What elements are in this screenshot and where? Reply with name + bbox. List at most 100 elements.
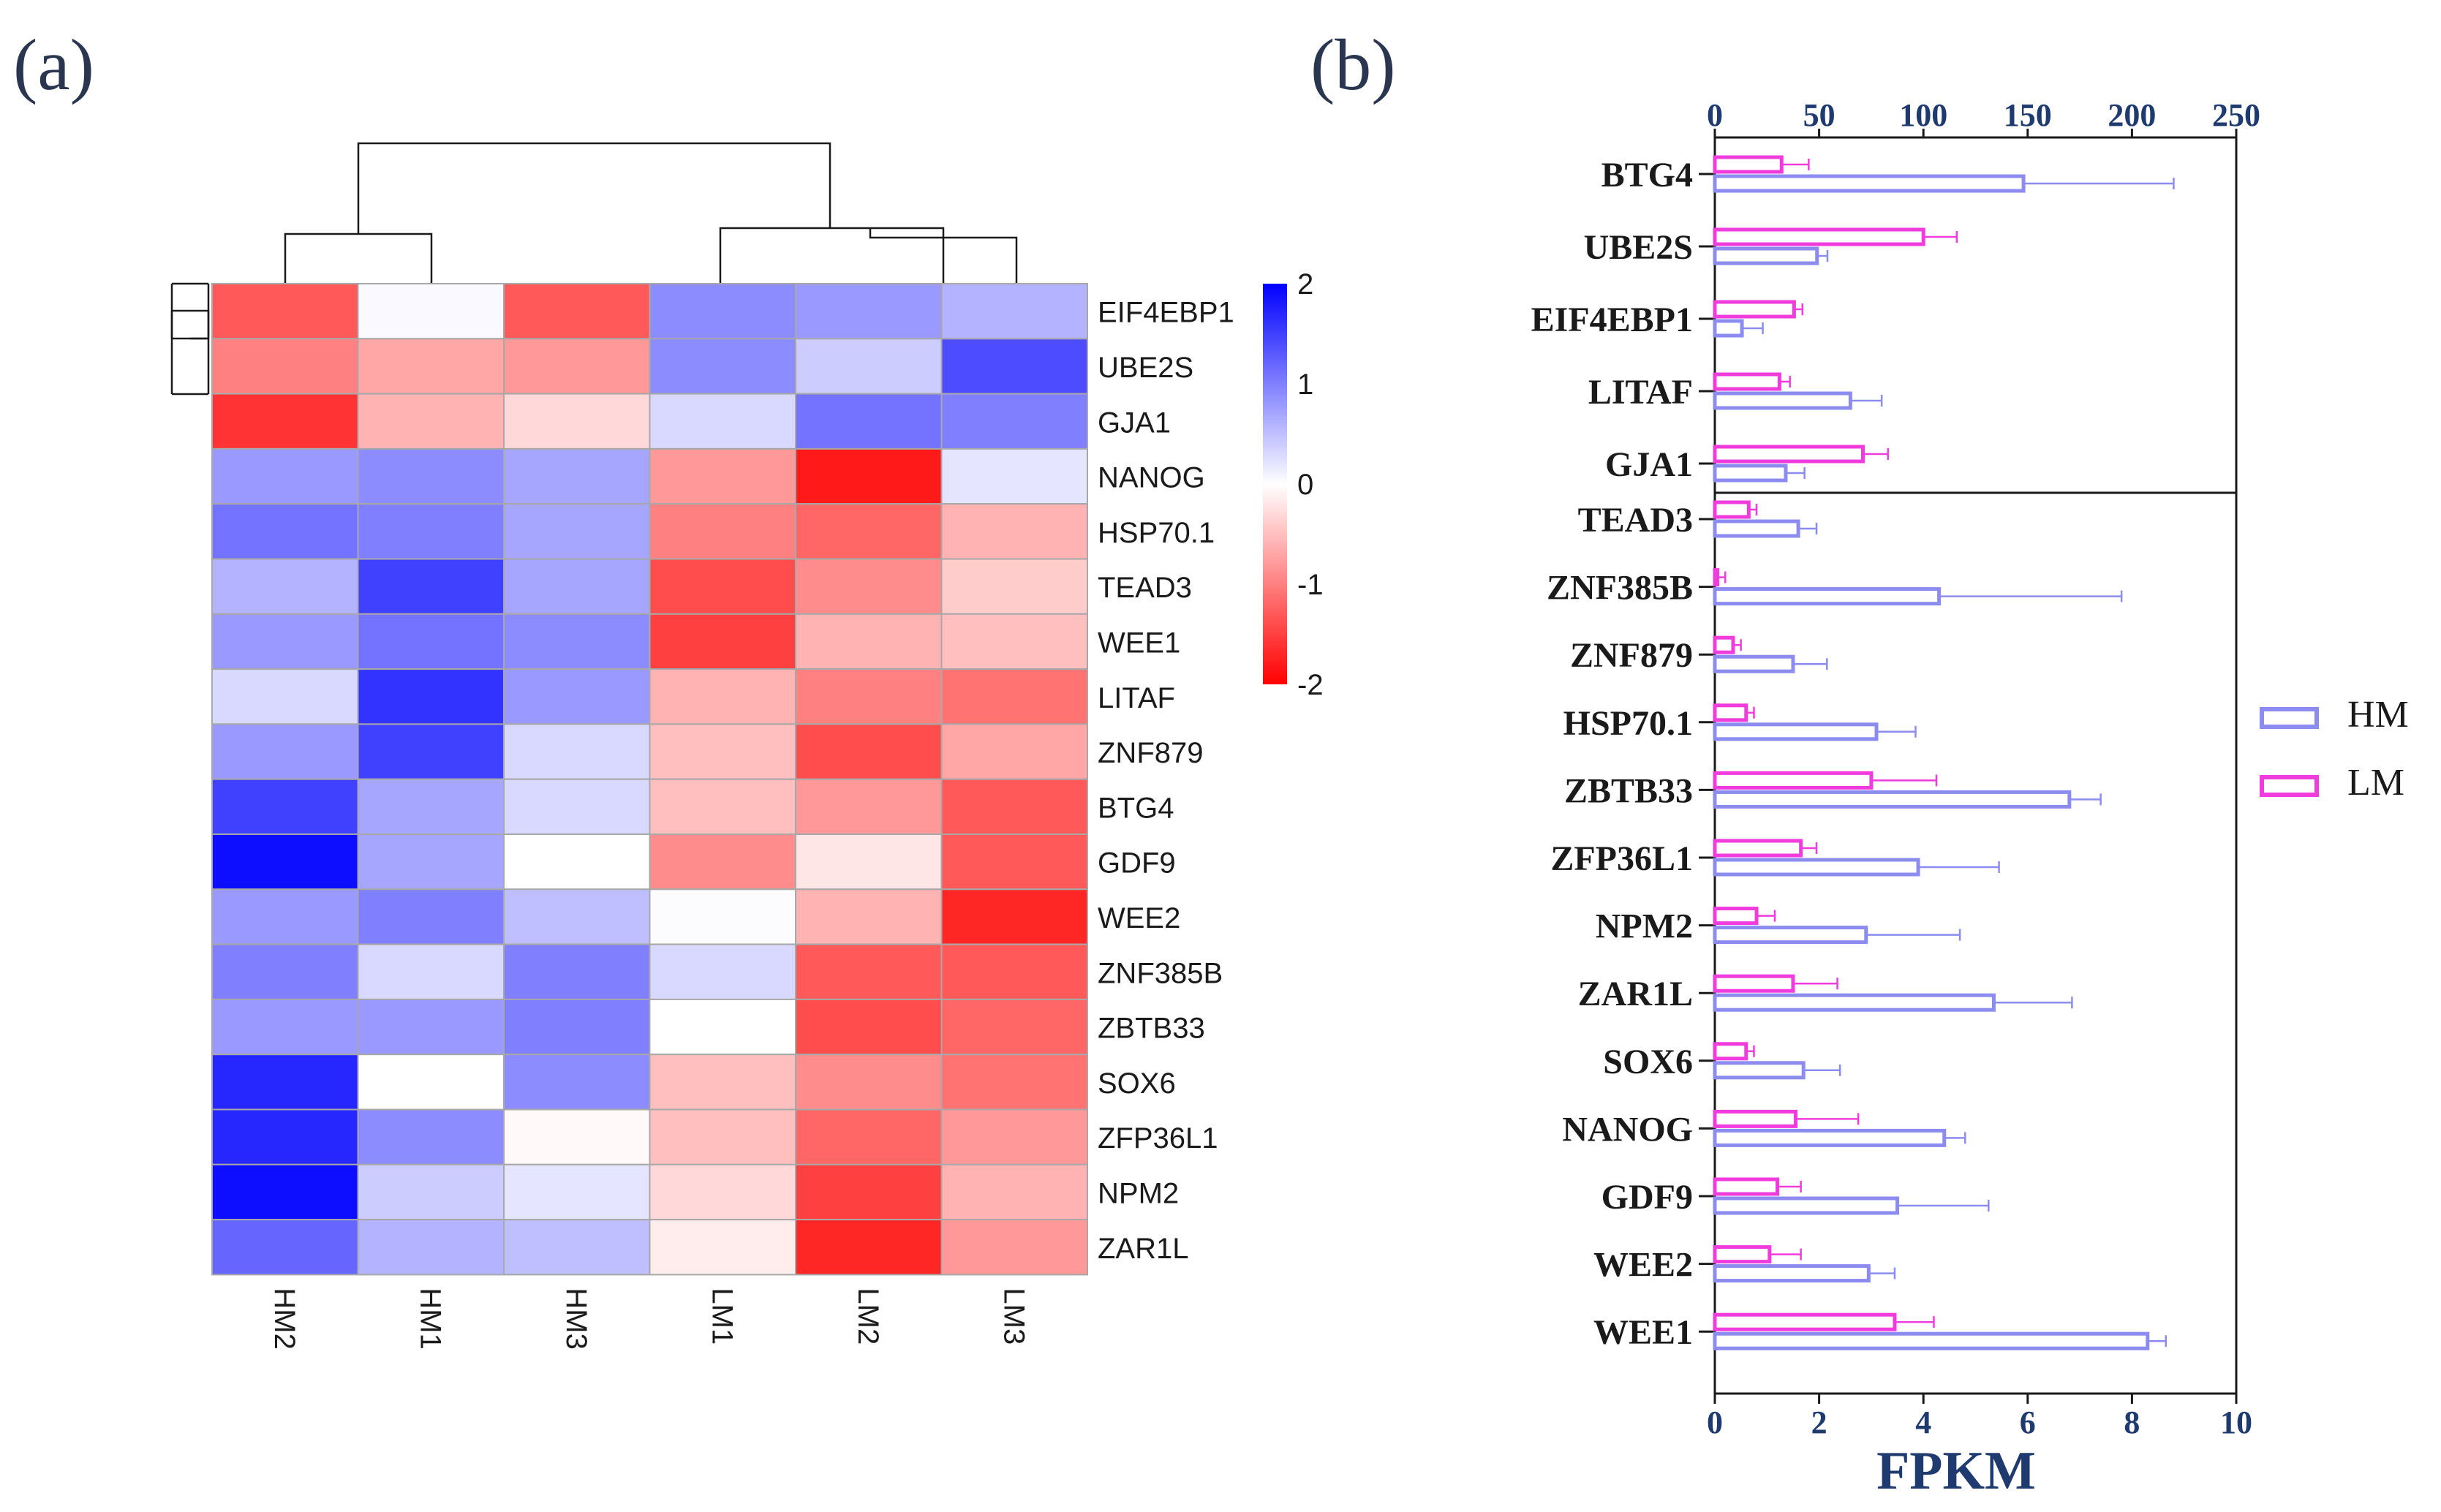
heatmap-cell — [211, 778, 359, 835]
heatmap-cell — [795, 943, 943, 1000]
heatmap-cell — [357, 283, 505, 340]
heatmap-cell — [211, 723, 359, 780]
heatmap-cell — [795, 613, 943, 670]
heatmap-cell — [503, 338, 651, 395]
heatmap-cell — [503, 1163, 651, 1221]
heatmap-row-label: UBE2S — [1098, 352, 1193, 384]
top-axis-tick-label: 50 — [1803, 97, 1836, 133]
bar-HM — [1713, 391, 1852, 410]
heatmap-cell — [795, 723, 943, 780]
heatmap-column-labels: HM2 HM1 HM3 LM1 LM2 LM3 — [268, 1288, 1030, 1349]
top-axis-tick-label: 200 — [2108, 97, 2156, 133]
heatmap-cell — [940, 888, 1088, 945]
heatmap-cell — [940, 1163, 1088, 1221]
bar-HM — [1713, 722, 1879, 741]
heatmap-row-label: GJA1 — [1098, 407, 1171, 439]
heatmap-cell — [211, 558, 359, 615]
bar-HM — [1713, 464, 1788, 483]
category-label: ZBTB33 — [1564, 771, 1693, 810]
heatmap-cell — [503, 613, 651, 670]
top-axis-tick-label: 150 — [2004, 97, 2052, 133]
bar-LM — [1713, 227, 1925, 246]
heatmap-row-label: GDF9 — [1098, 847, 1176, 880]
heatmap-cell — [795, 1054, 943, 1111]
bar-HM — [1713, 174, 2026, 193]
heatmap-row-label: EIF4EBP1 — [1098, 297, 1234, 329]
bottom-axis-tick-label: 6 — [2020, 1405, 2036, 1440]
heatmap-row-label: ZFP36L1 — [1098, 1122, 1218, 1154]
heatmap-cell — [649, 888, 796, 945]
bar-HM — [1713, 858, 1920, 877]
heatmap-cell — [649, 338, 796, 395]
heatmap-cell — [940, 998, 1088, 1056]
heatmap-column-label: HM2 — [268, 1288, 301, 1349]
bar-LM — [1713, 445, 1865, 464]
heatmap-cell — [211, 613, 359, 670]
category-label: NANOG — [1562, 1110, 1693, 1149]
heatmap-cell — [211, 888, 359, 945]
bar-HM — [1713, 654, 1795, 673]
heatmap-row-label: ZAR1L — [1098, 1233, 1189, 1265]
bar-HM — [1713, 790, 2072, 809]
heatmap-cell — [795, 668, 943, 725]
heatmap-cell — [357, 943, 505, 1000]
heatmap-cell — [211, 1163, 359, 1221]
category-label: TEAD3 — [1578, 501, 1693, 540]
heatmap-cell — [649, 283, 796, 340]
bar-HM — [1713, 993, 1996, 1012]
bottom-axis-tick-label: 8 — [2124, 1405, 2140, 1440]
heatmap-cell — [795, 283, 943, 340]
colorbar-scale — [1263, 284, 1287, 684]
category-label: GJA1 — [1605, 445, 1693, 484]
heatmap-cell — [940, 393, 1088, 450]
heatmap-cell — [503, 943, 651, 1000]
heatmap-cell — [503, 503, 651, 560]
heatmap-cell — [503, 888, 651, 945]
heatmap-cell — [649, 834, 796, 891]
category-label: ZNF385B — [1547, 569, 1693, 608]
colorbar-tick-label: -2 — [1297, 669, 1324, 701]
legend-label-HM: HM — [2347, 694, 2409, 736]
heatmap-cell — [940, 613, 1088, 670]
heatmap-cell — [795, 447, 943, 505]
bar-LM — [1713, 839, 1803, 858]
heatmap-cell — [357, 1163, 505, 1221]
heatmap-cell — [940, 503, 1088, 560]
colorbar-tick-label: 1 — [1297, 368, 1313, 401]
top-axis-tick-label: 100 — [1899, 97, 1947, 133]
heatmap-cell — [795, 338, 943, 395]
colorbar-tick-label: 2 — [1297, 268, 1313, 300]
panel-a-label: (a) — [13, 24, 94, 105]
heatmap-row-label: TEAD3 — [1098, 572, 1192, 604]
heatmap-cell — [357, 834, 505, 891]
heatmap-cell — [940, 558, 1088, 615]
bar-LM — [1713, 703, 1748, 722]
heatmap-cell — [503, 1108, 651, 1165]
heatmap-cell — [211, 447, 359, 505]
heatmap-column-label: HM1 — [414, 1288, 446, 1349]
heatmap-cell — [357, 503, 505, 560]
bar-LM — [1713, 1245, 1772, 1264]
bar-LM — [1713, 1177, 1780, 1196]
heatmap-cell — [503, 1054, 651, 1111]
heatmap-cell — [649, 447, 796, 505]
heatmap-cell — [357, 1054, 505, 1111]
legend-swatch-HM — [2260, 707, 2319, 729]
category-label: WEE2 — [1593, 1246, 1693, 1285]
heatmap-cell — [357, 613, 505, 670]
heatmap-cell — [211, 338, 359, 395]
heatmap-dendrograms — [170, 142, 1018, 396]
heatmap-cell — [649, 393, 796, 450]
category-label: SOX6 — [1603, 1043, 1693, 1081]
heatmap-cell — [940, 283, 1088, 340]
panel-b-label: (b) — [1310, 24, 1396, 105]
heatmap-cell — [503, 283, 651, 340]
bar-HM — [1713, 519, 1800, 538]
heatmap-cell — [357, 998, 505, 1056]
heatmap-column-label: LM2 — [852, 1288, 884, 1345]
heatmap-row-label: ZNF385B — [1098, 957, 1223, 989]
heatmap-cell — [940, 447, 1088, 505]
bar-HM — [1713, 319, 1744, 338]
bar-LM — [1713, 1109, 1798, 1128]
